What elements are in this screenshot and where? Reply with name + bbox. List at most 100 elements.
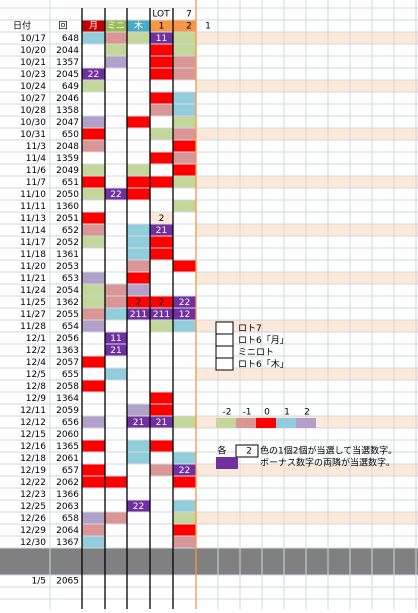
legend-box [215, 321, 234, 335]
cell-fill [173, 476, 196, 488]
cell-fill [150, 212, 173, 224]
cell-fill [173, 272, 196, 284]
cell-fill [173, 164, 196, 176]
cell-value: 2 [159, 298, 165, 308]
cell-fill [127, 404, 150, 416]
cell-fill [173, 248, 196, 260]
cell-fill [150, 152, 173, 164]
header-c2: 2 [186, 22, 192, 32]
cell-fill [82, 296, 105, 308]
draw-no: 2064 [56, 526, 79, 536]
cell-fill [82, 236, 105, 248]
draw-no: 2062 [56, 478, 79, 488]
cell-fill [127, 248, 150, 260]
cell-fill [173, 416, 196, 428]
draw-no: 2050 [56, 190, 79, 200]
scale-label: 1 [284, 408, 290, 418]
cell-fill [173, 356, 196, 368]
row-stripe [196, 32, 418, 44]
draw-no: 2061 [56, 454, 79, 464]
cell-fill [127, 392, 150, 404]
date: 11/18 [20, 250, 46, 260]
cell-fill [173, 284, 196, 296]
draw-no: 1367 [56, 538, 79, 548]
cell-fill [173, 332, 196, 344]
cell-fill [173, 116, 196, 128]
cell-fill [150, 320, 173, 332]
cell-fill [127, 476, 150, 488]
cell-fill [173, 308, 196, 320]
cell-fill [105, 236, 127, 248]
cell-fill [127, 128, 150, 140]
scale-label: -2 [223, 408, 232, 418]
legend-label: ロト6「木」 [238, 358, 289, 370]
cell-fill [105, 212, 127, 224]
cell-fill [150, 416, 173, 428]
cell-fill [82, 212, 105, 224]
cell-fill [127, 464, 150, 476]
cell-fill [173, 200, 196, 212]
date: 11/27 [20, 310, 46, 320]
cell-fill [127, 536, 150, 548]
cell-fill [173, 68, 196, 80]
draw-no: 648 [62, 34, 79, 44]
cell-fill [150, 284, 173, 296]
cell-fill [105, 188, 127, 200]
cell-fill [105, 440, 127, 452]
header-fill [127, 20, 150, 32]
draw-no: 2063 [56, 502, 79, 512]
cell-fill [150, 356, 173, 368]
draw-no: 655 [62, 370, 79, 380]
cell-fill [82, 428, 105, 440]
cell-fill [105, 44, 127, 56]
scale-swatch [276, 418, 296, 428]
scale-swatch [216, 418, 236, 428]
cell-fill [150, 536, 173, 548]
cell-fill [173, 128, 196, 140]
cell-fill [82, 380, 105, 392]
cell-fill [127, 152, 150, 164]
cell-fill [150, 32, 173, 44]
cell-fill [150, 392, 173, 404]
cell-fill [150, 464, 173, 476]
date: 12/2 [26, 346, 46, 356]
cell-value: 11 [110, 334, 121, 344]
date: 12/23 [20, 490, 46, 500]
cell-fill [173, 140, 196, 152]
cell-fill [82, 152, 105, 164]
cell-fill [173, 512, 196, 524]
cell-fill [127, 224, 150, 236]
cell-fill [173, 488, 196, 500]
cell-fill [82, 92, 105, 104]
cell-fill [105, 32, 127, 44]
date: 12/12 [20, 418, 46, 428]
cell-fill [173, 152, 196, 164]
cell-fill [105, 224, 127, 236]
draw-no: 650 [62, 130, 79, 140]
legend-label: ミニロト [238, 348, 274, 358]
cell-fill [82, 416, 105, 428]
date: 12/15 [20, 430, 46, 440]
date: 11/28 [20, 322, 46, 332]
cell-value: 12 [179, 310, 190, 320]
header-no: 回 [58, 21, 67, 32]
cell-fill [127, 296, 150, 308]
cell-fill [105, 524, 127, 536]
cell-fill [127, 212, 150, 224]
cell-fill [82, 200, 105, 212]
cell-value: 21 [133, 418, 144, 428]
cell-fill [82, 260, 105, 272]
draw-no: 2054 [56, 286, 79, 296]
cell-fill [127, 416, 150, 428]
cell-value: 21 [156, 418, 167, 428]
date: 10/20 [20, 46, 46, 56]
cell-fill [82, 464, 105, 476]
cell-fill [82, 104, 105, 116]
date: 12/18 [20, 454, 46, 464]
cell-fill [173, 176, 196, 188]
cell-fill [150, 44, 173, 56]
cell-fill [82, 44, 105, 56]
draw-no: 1359 [56, 154, 79, 164]
draw-no: 2047 [56, 118, 79, 128]
cell-fill [127, 356, 150, 368]
